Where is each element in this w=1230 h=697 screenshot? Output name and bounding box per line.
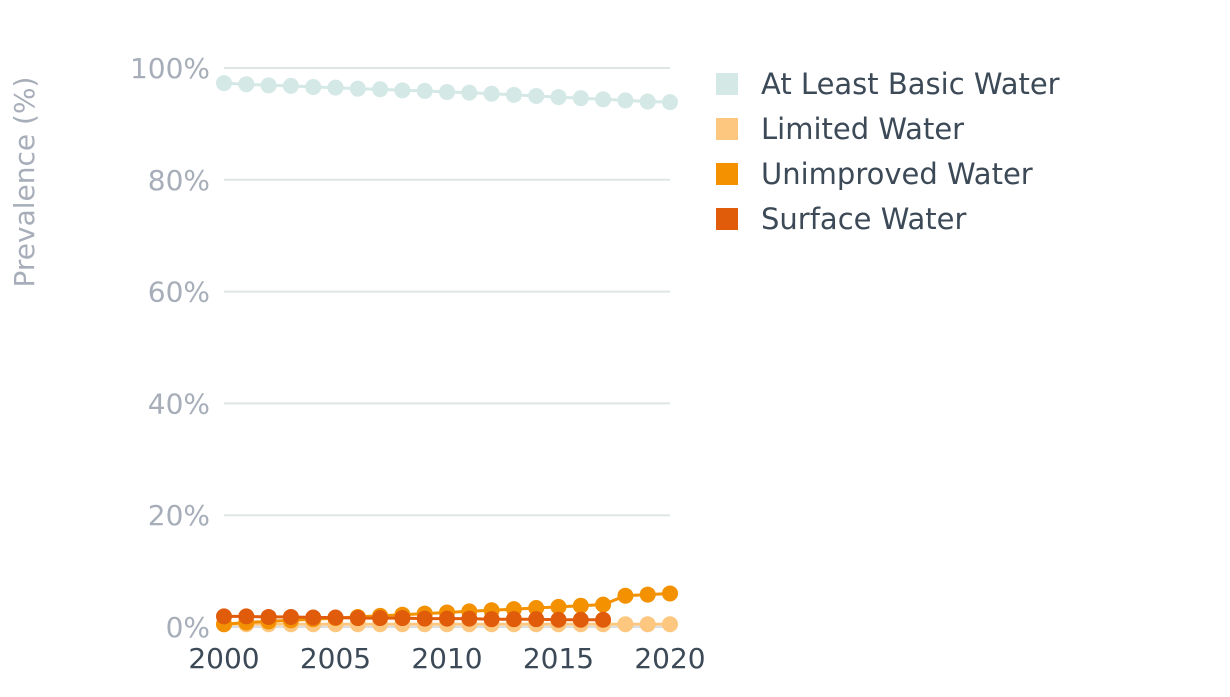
series-0 (216, 75, 678, 111)
legend-label: At Least Basic Water (761, 67, 1060, 101)
data-point[interactable] (372, 81, 389, 98)
data-point[interactable] (550, 611, 567, 628)
data-point[interactable] (282, 608, 299, 625)
series (216, 75, 678, 633)
data-point[interactable] (662, 94, 678, 111)
data-point[interactable] (327, 79, 344, 96)
legend-item[interactable]: Surface Water (716, 202, 966, 236)
data-point[interactable] (439, 84, 455, 101)
data-point[interactable] (572, 90, 589, 107)
data-point[interactable] (483, 611, 500, 628)
legend-label: Limited Water (761, 112, 964, 146)
data-point[interactable] (416, 82, 433, 99)
data-point[interactable] (550, 598, 567, 615)
data-point[interactable] (461, 610, 478, 627)
y-tick-label: 60% (148, 276, 210, 309)
x-tick-label: 2005 (300, 642, 371, 675)
x-axis-ticks: 2000 2005 2010 2015 2020 (188, 642, 705, 675)
x-tick-label: 2000 (188, 642, 259, 675)
data-point[interactable] (617, 616, 634, 633)
data-point[interactable] (572, 597, 589, 614)
data-point[interactable] (216, 75, 232, 92)
data-point[interactable] (439, 610, 455, 627)
legend-swatch (716, 118, 738, 140)
legend: At Least Basic Water Limited Water Unimpro… (716, 67, 1060, 236)
legend-item[interactable]: Unimproved Water (716, 157, 1033, 191)
x-tick-label: 2015 (523, 642, 594, 675)
legend-swatch (716, 73, 738, 95)
data-point[interactable] (483, 85, 500, 102)
data-point[interactable] (639, 93, 656, 110)
data-point[interactable] (305, 609, 322, 626)
data-point[interactable] (349, 610, 366, 627)
data-point[interactable] (461, 84, 478, 101)
y-tick-label: 0% (166, 611, 210, 644)
data-point[interactable] (662, 585, 678, 602)
data-point[interactable] (572, 611, 589, 628)
data-point[interactable] (260, 608, 277, 625)
data-point[interactable] (327, 609, 344, 626)
data-point[interactable] (394, 82, 411, 99)
legend-swatch (716, 208, 738, 230)
legend-item[interactable]: Limited Water (716, 112, 964, 146)
data-point[interactable] (238, 608, 255, 625)
y-tick-label: 100% (130, 52, 210, 85)
gridlines (224, 67, 670, 628)
data-point[interactable] (617, 92, 634, 109)
series-line (224, 614, 604, 622)
data-point[interactable] (260, 77, 277, 94)
x-tick-label: 2010 (411, 642, 482, 675)
data-point[interactable] (595, 91, 612, 108)
legend-swatch (716, 163, 738, 185)
data-point[interactable] (416, 610, 433, 627)
y-tick-label: 40% (148, 387, 210, 420)
data-point[interactable] (617, 587, 634, 604)
data-point[interactable] (662, 616, 678, 633)
data-point[interactable] (528, 611, 545, 628)
y-axis-title: Prevalence (%) (8, 77, 41, 288)
data-point[interactable] (394, 610, 411, 627)
data-point[interactable] (639, 586, 656, 603)
data-point[interactable] (595, 596, 612, 613)
data-point[interactable] (349, 80, 366, 97)
legend-label: Surface Water (761, 202, 966, 236)
data-point[interactable] (238, 76, 255, 93)
data-point[interactable] (305, 79, 322, 96)
y-tick-label: 80% (148, 164, 210, 197)
data-point[interactable] (528, 599, 545, 616)
data-point[interactable] (505, 611, 522, 628)
data-point[interactable] (372, 610, 389, 627)
data-point[interactable] (639, 616, 656, 633)
legend-item[interactable]: At Least Basic Water (716, 67, 1060, 101)
data-point[interactable] (216, 608, 232, 625)
x-tick-label: 2020 (634, 642, 705, 675)
y-axis-ticks: 0% 20% 40% 60% 80% 100% (130, 52, 210, 644)
data-point[interactable] (505, 86, 522, 103)
y-tick-label: 20% (148, 499, 210, 532)
series-3 (216, 608, 612, 628)
data-point[interactable] (282, 77, 299, 94)
legend-label: Unimproved Water (761, 157, 1033, 191)
data-point[interactable] (595, 611, 612, 628)
data-point[interactable] (550, 89, 567, 106)
data-point[interactable] (528, 87, 545, 104)
